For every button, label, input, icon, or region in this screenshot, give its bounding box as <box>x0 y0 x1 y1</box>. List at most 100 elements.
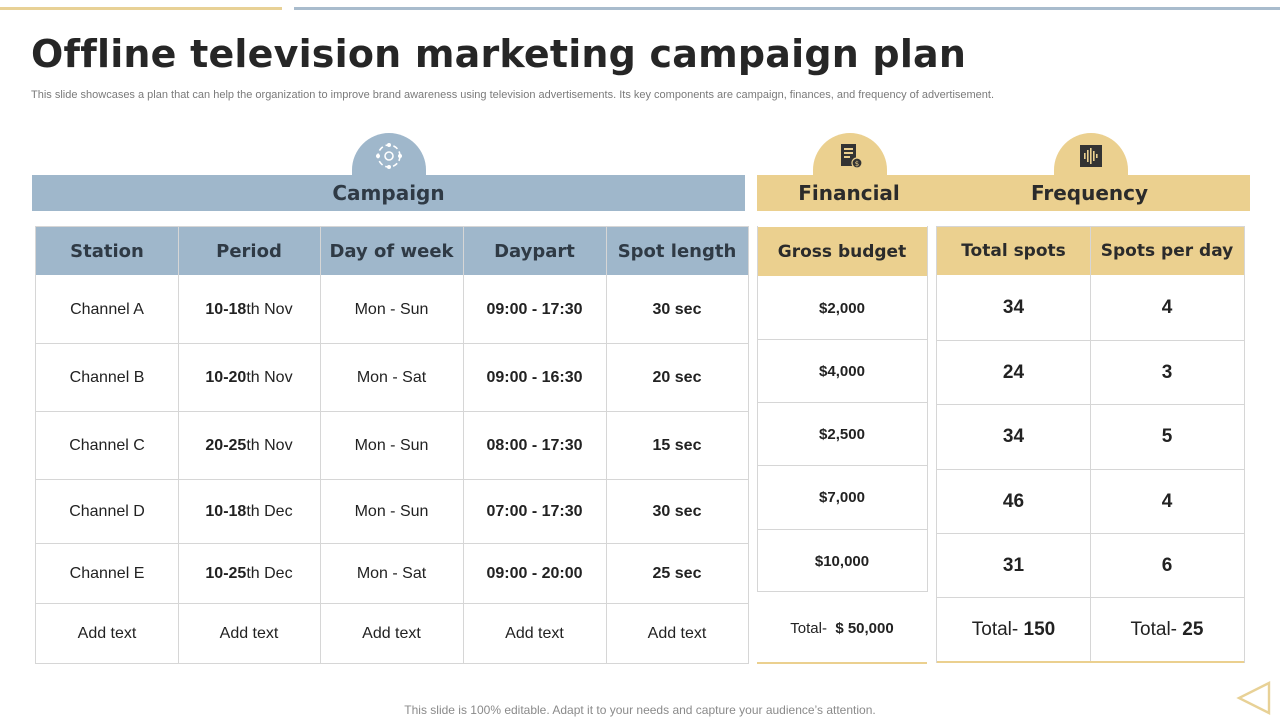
cell-budget: $7,000 <box>819 489 865 506</box>
triangle-back-icon[interactable] <box>1236 680 1272 716</box>
grid-line <box>36 343 748 344</box>
cell-day-of-week: Mon - Sun <box>354 300 429 318</box>
grid-line <box>36 603 748 604</box>
period-month: th Dec <box>246 502 293 520</box>
total-spots-sum: Total- 150 <box>937 598 1090 661</box>
period-range: 10-20 <box>205 368 247 386</box>
grid-line <box>757 529 927 530</box>
cell-placeholder[interactable]: Add text <box>505 624 564 642</box>
frequency-header: Frequency <box>1030 181 1149 205</box>
total-spots-sum-label: Total- <box>971 618 1019 640</box>
financial-header: Financial <box>798 181 900 205</box>
top-accent-gold <box>0 7 282 10</box>
svg-text:$: $ <box>855 160 859 168</box>
cell-day-of-week: Mon - Sat <box>356 368 427 386</box>
cell-station: Channel D <box>69 502 145 520</box>
budget-total-value: $ 50,000 <box>835 619 894 637</box>
period-month: th Nov <box>246 436 293 454</box>
cell-budget: $2,500 <box>819 425 865 443</box>
cell-total-spots: 34 <box>1002 426 1025 447</box>
cell-day-of-week: Mon - Sat <box>356 564 427 582</box>
grid-line <box>757 465 927 466</box>
cell-spot-length: 25 sec <box>652 564 702 582</box>
cell-daypart: 07:00 - 17:30 <box>486 502 583 520</box>
period-range: 10-18 <box>205 502 247 520</box>
cell-spots-per-day: 4 <box>1161 490 1173 512</box>
col-header-spot-length: Spot length <box>606 227 748 275</box>
cell-total-spots: 46 <box>1002 490 1025 512</box>
total-spots-sum-value: 150 <box>1023 618 1056 640</box>
cell-placeholder[interactable]: Add text <box>77 624 137 642</box>
cell-total-spots: 34 <box>1002 297 1025 318</box>
cell-spots-per-day: 3 <box>1161 361 1173 383</box>
cell-period: 10-20 th Nov <box>178 344 320 411</box>
cell-placeholder[interactable]: Add text <box>219 624 279 642</box>
spots-per-day-sum: Total- 25 <box>1090 598 1244 661</box>
grid-line <box>320 227 321 663</box>
cell-spot-length: 30 sec <box>652 502 702 520</box>
cell-daypart: 09:00 - 17:30 <box>486 300 583 318</box>
cell-period: 10-25 th Dec <box>178 544 320 603</box>
cell-daypart: 08:00 - 17:30 <box>486 436 583 454</box>
cell-budget: $10,000 <box>814 552 870 570</box>
frequency-total-underline <box>937 661 1244 663</box>
period-range: 10-25 <box>205 564 247 582</box>
financial-frequency-header: Financial Frequency <box>757 175 1250 211</box>
grid-line <box>606 227 607 663</box>
invoice-document-icon: $ <box>841 144 863 169</box>
frequency-dome <box>1054 133 1128 175</box>
cell-station: Channel B <box>69 368 145 386</box>
grid-line <box>36 479 748 480</box>
col-header-gross-budget: Gross budget <box>757 227 927 276</box>
grid-line <box>757 339 927 340</box>
cell-placeholder[interactable]: Add text <box>647 624 707 642</box>
col-header-daypart: Daypart <box>463 227 606 275</box>
col-header-day-of-week: Day of week <box>320 227 463 275</box>
cell-period: 10-18 th Nov <box>178 276 320 343</box>
page-subtitle: This slide showcases a plan that can hel… <box>31 89 995 101</box>
col-header-station: Station <box>36 227 178 275</box>
campaign-dome <box>352 133 426 175</box>
col-header-period: Period <box>178 227 320 275</box>
cell-period: 20-25 th Nov <box>178 412 320 479</box>
grid-line <box>36 411 748 412</box>
page-title: Offline television marketing campaign pl… <box>31 32 967 76</box>
period-month: th Nov <box>246 368 293 386</box>
cell-spots-per-day: 5 <box>1161 426 1173 447</box>
cell-total-spots: 24 <box>1002 361 1025 383</box>
cell-period: 10-18 th Dec <box>178 480 320 543</box>
grid-line <box>463 227 464 663</box>
cell-station: Channel C <box>69 436 145 454</box>
cell-day-of-week: Mon - Sun <box>354 436 429 454</box>
cell-day-of-week: Mon - Sun <box>354 502 429 520</box>
grid-line <box>178 227 179 663</box>
cell-daypart: 09:00 - 20:00 <box>486 564 583 582</box>
grid-line <box>937 340 1244 341</box>
cell-placeholder[interactable]: Add text <box>362 624 421 642</box>
cell-spot-length: 30 sec <box>652 300 702 318</box>
cell-budget: $4,000 <box>819 362 865 380</box>
budget-total: Total- $ 50,000 <box>757 598 927 658</box>
spots-per-day-sum-value: 25 <box>1182 618 1204 640</box>
sound-wave-icon <box>1080 145 1102 167</box>
cell-total-spots: 31 <box>1002 554 1025 576</box>
cell-spot-length: 20 sec <box>652 368 702 386</box>
cell-station: Channel A <box>70 300 144 318</box>
period-month: th Dec <box>246 564 293 582</box>
campaign-header: Campaign <box>32 175 745 211</box>
broadcast-network-icon <box>376 143 402 169</box>
financial-dome: $ <box>813 133 887 175</box>
budget-total-label: Total- <box>790 619 827 637</box>
top-accent-blue <box>294 7 1280 10</box>
spots-per-day-sum-label: Total- <box>1130 618 1178 640</box>
cell-daypart: 09:00 - 16:30 <box>486 368 583 386</box>
grid-line <box>1090 227 1091 662</box>
grid-line <box>937 533 1244 534</box>
cell-station: Channel E <box>69 564 145 582</box>
cell-budget: $2,000 <box>819 299 865 317</box>
grid-line <box>757 402 927 403</box>
budget-total-underline <box>757 662 927 664</box>
grid-line <box>937 597 1244 598</box>
cell-spots-per-day: 4 <box>1161 297 1173 318</box>
period-month: th Nov <box>246 300 293 318</box>
